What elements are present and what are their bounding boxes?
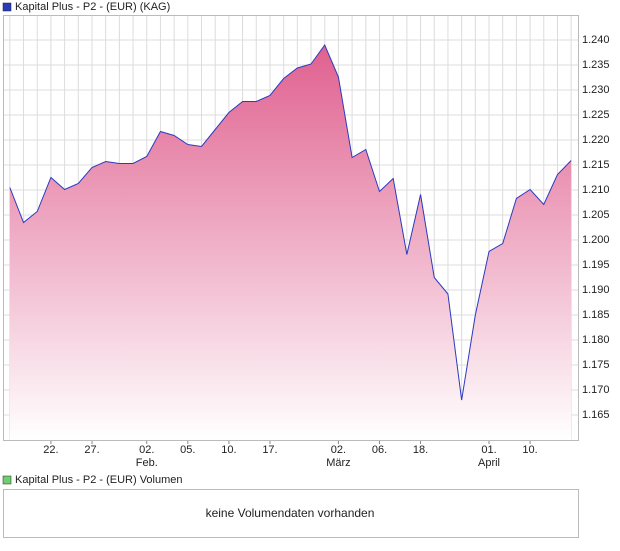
y-tick-label: 1.165 (582, 409, 610, 421)
x-tick-label: 02. (139, 444, 154, 456)
x-tick-label: 02. (331, 444, 346, 456)
y-tick-label: 1.225 (582, 109, 610, 121)
volume-legend: Kapital Plus - P2 - (EUR) Volumen (15, 474, 183, 486)
x-month-label: Feb. (136, 457, 158, 469)
y-tick-label: 1.210 (582, 184, 610, 196)
area-fill (9, 45, 572, 440)
legend-swatch (2, 2, 12, 12)
legend-label: Kapital Plus - P2 - (EUR) (KAG) (15, 1, 170, 13)
y-tick-label: 1.200 (582, 234, 610, 246)
y-tick-label: 1.175 (582, 359, 610, 371)
x-tick-label: 22. (43, 444, 58, 456)
y-tick-label: 1.195 (582, 259, 610, 271)
x-tick-label: 01. (481, 444, 496, 456)
x-month-label: April (478, 457, 500, 469)
y-tick-label: 1.235 (582, 59, 610, 71)
y-tick-label: 1.170 (582, 384, 610, 396)
legend-swatch (2, 475, 12, 485)
y-tick-label: 1.240 (582, 34, 610, 46)
x-tick-label: 06. (372, 444, 387, 456)
x-month-label: März (326, 457, 350, 469)
x-tick-label: 17. (262, 444, 277, 456)
x-tick-label: 27. (84, 444, 99, 456)
y-tick-label: 1.220 (582, 134, 610, 146)
y-tick-label: 1.230 (582, 84, 610, 96)
plot-frame (3, 15, 579, 441)
y-tick-label: 1.185 (582, 309, 610, 321)
volume-frame (3, 489, 579, 538)
price-line (9, 43, 572, 401)
x-tick-label: 10. (221, 444, 236, 456)
x-tick-label: 10. (522, 444, 537, 456)
x-tick-label: 05. (180, 444, 195, 456)
y-tick-label: 1.215 (582, 159, 610, 171)
y-tick-label: 1.190 (582, 284, 610, 296)
x-tick-label: 18. (413, 444, 428, 456)
y-tick-label: 1.180 (582, 334, 610, 346)
volume-message: keine Volumendaten vorhanden (206, 506, 375, 520)
y-tick-label: 1.205 (582, 209, 610, 221)
